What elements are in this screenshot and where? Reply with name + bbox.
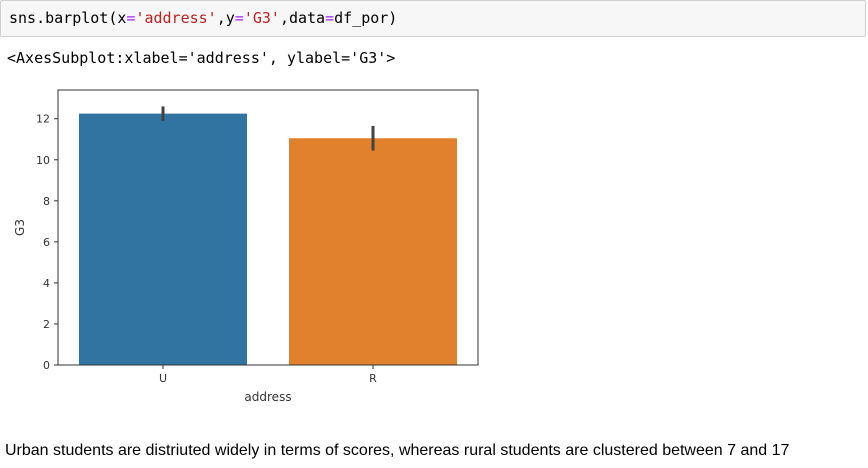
code-arg-data-name: data [288,9,326,27]
y-tick-label: 8 [43,195,50,208]
output-repr-text: <AxesSubplot:xlabel='address', ylabel='G… [7,49,396,67]
y-tick-label: 12 [36,113,50,126]
bar-chart: U R 0 2 4 6 8 10 12 address G3 [13,89,479,404]
code-input-line[interactable]: sns.barplot(x='address',y='G3',data=df_p… [9,9,397,27]
code-fn: sns.barplot( [9,9,118,27]
y-tick-label: 0 [43,359,50,372]
y-tick-label: 2 [43,318,50,331]
code-comma: , [279,9,289,27]
bar-U [79,113,247,366]
code-eq: = [325,9,335,27]
x-axis-label: address [244,390,291,404]
code-arg-y-name: y [225,9,235,27]
code-comma: , [216,9,226,27]
y-tick-label: 6 [43,236,50,249]
code-eq: = [234,9,244,27]
bar-R [289,138,457,365]
plot-frame [57,89,479,366]
code-arg-x-name: x [117,9,127,27]
y-tick-label: 10 [36,154,50,167]
code-arg-x-value: 'address' [135,9,217,27]
x-tick-label: R [369,372,377,385]
y-axis-label: G3 [13,219,27,236]
code-arg-data-value: df_por) [334,9,398,27]
x-tick-label: U [159,372,167,385]
code-cell[interactable]: sns.barplot(x='address',y='G3',data=df_p… [0,0,866,37]
markdown-text: Urban students are distriuted widely in … [5,442,790,459]
code-eq: = [126,9,136,27]
y-tick-label: 4 [43,277,50,290]
code-arg-y-value: 'G3' [243,9,280,27]
